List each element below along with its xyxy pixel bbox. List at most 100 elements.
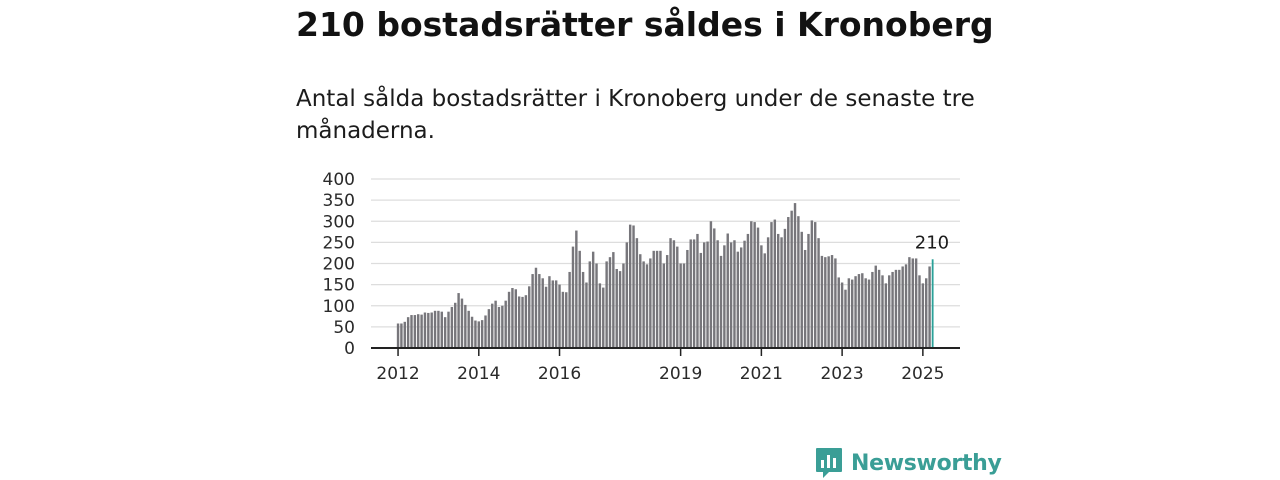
bar — [780, 237, 783, 348]
y-tick-label: 250 — [323, 233, 355, 253]
chart-subtitle: Antal sålda bostadsrätter i Kronoberg un… — [296, 86, 975, 144]
bar — [790, 210, 793, 348]
bar — [511, 288, 514, 348]
bar — [487, 309, 491, 348]
bar — [827, 256, 830, 348]
y-tick-label: 50 — [333, 318, 355, 338]
bar — [716, 240, 719, 348]
bar — [817, 238, 820, 348]
bar — [632, 225, 635, 348]
bar — [810, 220, 814, 348]
bar — [719, 255, 723, 348]
bar — [464, 304, 467, 348]
bar — [420, 314, 423, 348]
bar — [501, 305, 504, 348]
bar — [517, 296, 521, 348]
bar — [595, 263, 598, 348]
bar — [531, 274, 534, 348]
bar — [824, 257, 827, 348]
x-tick-label: 2012 — [376, 364, 419, 384]
x-tick-label: 2016 — [538, 364, 581, 384]
x-axis-tick-labels: 2012 2014 2016 2019 2021 2023 2025 — [376, 364, 944, 384]
bar — [921, 283, 925, 348]
y-tick-label: 0 — [344, 339, 355, 359]
bar — [635, 238, 639, 348]
x-tick-label: 2023 — [820, 364, 863, 384]
x-axis — [371, 347, 960, 356]
bar — [427, 312, 430, 348]
bar — [410, 315, 413, 348]
bar — [669, 238, 672, 348]
bar — [793, 203, 797, 348]
y-tick-label: 200 — [323, 255, 355, 275]
bar — [571, 246, 575, 348]
bar — [575, 230, 578, 348]
bar — [470, 316, 474, 348]
bar — [908, 257, 911, 348]
bar — [494, 300, 497, 348]
bar — [477, 321, 480, 348]
bar — [612, 252, 615, 348]
bar — [396, 323, 400, 348]
bar — [739, 247, 743, 348]
bar — [840, 282, 844, 348]
bar — [881, 275, 884, 348]
bar — [753, 222, 756, 348]
bar — [756, 227, 760, 348]
bar — [713, 228, 716, 348]
bar — [911, 258, 914, 348]
bar — [807, 233, 810, 348]
bar — [625, 242, 629, 349]
bar — [733, 240, 736, 348]
y-tick-label: 300 — [323, 212, 355, 232]
bar — [918, 275, 921, 348]
bar — [925, 278, 928, 348]
bar — [430, 312, 433, 348]
bar — [746, 233, 750, 348]
y-tick-label: 400 — [323, 170, 355, 190]
bar — [581, 271, 585, 348]
bar — [877, 269, 881, 348]
bar — [783, 228, 787, 348]
bar — [706, 241, 709, 348]
bar — [830, 255, 834, 348]
annotations: 210 — [915, 232, 949, 253]
bar — [679, 263, 682, 348]
bar — [692, 239, 696, 348]
bar — [844, 289, 847, 348]
bar — [736, 251, 740, 348]
bar — [760, 245, 763, 348]
bar — [723, 245, 726, 348]
bar — [554, 280, 558, 348]
bar — [864, 278, 867, 348]
bar — [928, 266, 931, 348]
bar — [598, 283, 602, 348]
bar — [773, 219, 777, 348]
bar — [474, 320, 477, 348]
bar — [770, 222, 773, 348]
bar — [655, 250, 659, 348]
chart-title: 210 bostadsrätter såldes i Kronoberg — [296, 5, 994, 44]
bar — [491, 303, 494, 348]
bar — [551, 280, 555, 348]
bar — [417, 314, 420, 348]
bar — [548, 276, 551, 348]
bar — [686, 249, 689, 348]
bar — [507, 291, 511, 348]
bar — [766, 237, 770, 348]
newsworthy-logo-icon — [816, 448, 842, 478]
bar — [888, 275, 891, 348]
bar — [874, 265, 877, 348]
bar — [565, 292, 568, 348]
bar — [454, 302, 457, 348]
bar — [467, 310, 470, 348]
bar — [743, 240, 746, 348]
bar — [665, 255, 669, 348]
bar — [504, 300, 507, 348]
y-tick-label: 350 — [323, 191, 355, 211]
x-tick-label: 2025 — [901, 364, 944, 384]
highlighted-bar — [931, 259, 934, 348]
bar — [652, 250, 655, 348]
bar — [538, 274, 541, 348]
newsworthy-brand: Newsworthy — [815, 446, 1002, 480]
